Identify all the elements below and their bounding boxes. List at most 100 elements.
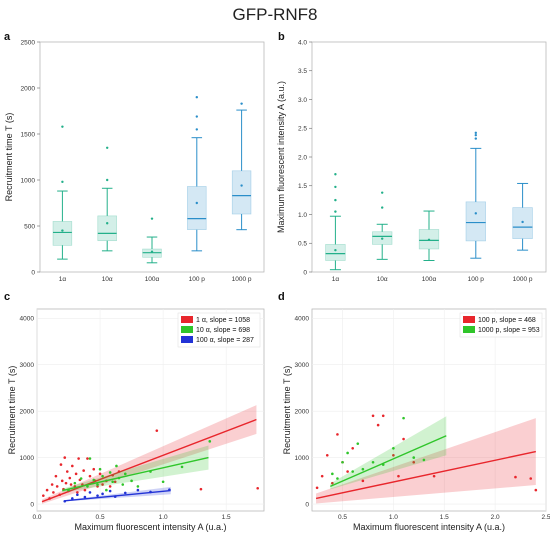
- data-point: [392, 447, 395, 450]
- x-tick-label: 2.5: [541, 514, 550, 521]
- data-point: [371, 460, 375, 464]
- box-mean-marker: [150, 250, 154, 253]
- box-outlier: [334, 173, 337, 176]
- data-point: [168, 488, 171, 491]
- box-iqr: [187, 186, 207, 230]
- plot-frame-b: [311, 41, 547, 273]
- data-point: [155, 429, 159, 432]
- x-tick-label: 1α: [59, 276, 67, 283]
- x-tick-label: 100α: [145, 276, 160, 283]
- data-point: [68, 476, 72, 480]
- data-point: [115, 464, 118, 468]
- data-point: [392, 453, 395, 457]
- data-point: [83, 495, 87, 499]
- legend-swatch: [181, 336, 193, 343]
- x-tick-label: 1000 p: [513, 276, 533, 283]
- data-point: [58, 493, 61, 497]
- data-point: [111, 473, 114, 477]
- box-iqr: [231, 170, 252, 215]
- data-point: [136, 488, 140, 492]
- legend-label: 10 α, slope = 698: [196, 327, 250, 334]
- box-outlier: [240, 102, 243, 105]
- data-point: [412, 460, 416, 464]
- y-tick-label: 2000: [20, 408, 35, 415]
- data-point: [71, 497, 74, 500]
- y-tick-label: 3.5: [298, 68, 307, 75]
- x-tick-label: 2.0: [491, 514, 500, 521]
- regression-line-1: [330, 435, 447, 488]
- data-point: [42, 494, 45, 497]
- x-tick-label: 100α: [422, 276, 437, 283]
- box-mean-marker: [334, 248, 337, 252]
- y-tick-label: 4.0: [298, 39, 307, 46]
- data-point: [60, 479, 64, 483]
- y-tick-label: 2000: [295, 408, 310, 415]
- y-tick-label: 1500: [21, 131, 36, 138]
- regression-line-2: [64, 489, 171, 502]
- legend-label: 1 α, slope = 1058: [196, 317, 250, 324]
- data-point: [108, 485, 112, 488]
- y-tick-label: 1000: [21, 177, 36, 184]
- data-point: [331, 472, 334, 476]
- y-tick-label: 2.0: [298, 154, 307, 161]
- data-point: [79, 477, 83, 480]
- data-point: [82, 469, 85, 472]
- data-point: [69, 483, 73, 486]
- box-outlier: [195, 128, 198, 131]
- data-point: [113, 480, 117, 484]
- x-tick-label: 100 p: [468, 276, 485, 283]
- confidence-band-0: [42, 405, 257, 504]
- data-point: [180, 465, 184, 469]
- data-point: [346, 470, 349, 473]
- data-point: [63, 499, 67, 503]
- x-axis-label-d: Maximum fluorescent intensity A (u.a.): [353, 522, 505, 532]
- y-tick-label: 0: [303, 269, 307, 276]
- x-tick-label: 0.5: [338, 514, 347, 521]
- data-point: [149, 470, 152, 473]
- legend-label: 1000 p, slope = 953: [478, 327, 540, 334]
- y-axis-label-a: Recruitment time T (s): [4, 113, 14, 202]
- x-tick-label: 10α: [377, 276, 388, 283]
- data-point: [123, 491, 127, 495]
- data-point: [113, 495, 117, 498]
- data-point: [161, 480, 165, 484]
- y-tick-label: 1000: [20, 455, 35, 462]
- data-point: [59, 463, 63, 466]
- data-point: [71, 464, 74, 468]
- data-point: [256, 486, 259, 490]
- data-point: [356, 442, 360, 445]
- data-point: [105, 488, 108, 492]
- data-point: [92, 467, 96, 471]
- x-tick-label: 1α: [332, 276, 340, 283]
- x-tick-label: 0.5: [96, 514, 105, 521]
- data-point: [199, 487, 203, 491]
- data-point: [121, 483, 125, 486]
- data-point: [96, 483, 99, 486]
- x-axis-label-c: Maximum fluorescent intensity A (u.a.): [74, 522, 226, 532]
- data-point: [52, 491, 55, 494]
- box-outlier: [195, 115, 198, 118]
- data-point: [346, 451, 349, 455]
- y-tick-label: 2500: [21, 39, 36, 46]
- y-axis-label-c: Recruitment time T (s): [7, 366, 17, 455]
- data-point: [351, 470, 354, 473]
- box-outlier: [334, 185, 337, 189]
- legend-swatch: [181, 316, 193, 323]
- data-point: [76, 493, 79, 497]
- data-point: [86, 457, 89, 460]
- data-point: [123, 472, 127, 476]
- regression-line-1: [62, 456, 209, 492]
- y-tick-label: 0.5: [298, 241, 307, 248]
- box-outlier: [334, 210, 337, 213]
- box-outlier: [381, 206, 384, 209]
- data-point: [331, 481, 334, 485]
- box-iqr: [52, 221, 73, 246]
- panel-label-a: a: [4, 31, 11, 43]
- data-point: [361, 479, 365, 483]
- data-point: [325, 453, 329, 457]
- x-tick-label: 0.0: [32, 514, 41, 521]
- x-tick-label: 1.5: [440, 514, 449, 521]
- data-point: [98, 467, 102, 471]
- box-outlier: [474, 133, 477, 137]
